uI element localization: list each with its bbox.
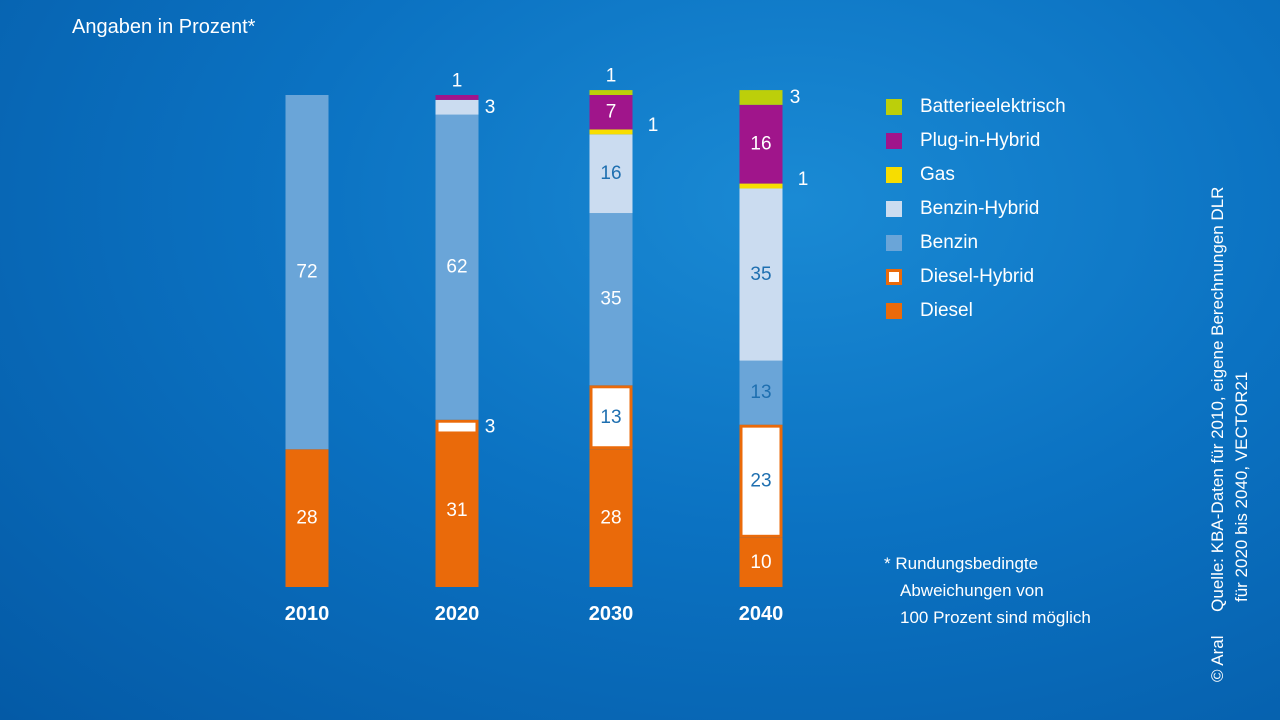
legend-item-batterieelektrisch: Batterieelektrisch: [886, 90, 1066, 124]
legend-item-diesel: Diesel: [886, 294, 1066, 328]
data-label: 31: [446, 500, 467, 521]
data-label: 3: [790, 87, 801, 108]
legend-swatch: [886, 133, 902, 149]
bar-segment: [435, 434, 479, 587]
bar-segment: [589, 449, 633, 587]
source-line-2: für 2020 bis 2040, VECTOR21: [1232, 371, 1251, 602]
legend-item-benzin: Benzin: [886, 226, 1066, 260]
data-label: 10: [750, 552, 771, 573]
bar-segment: [739, 90, 783, 105]
data-label: 1: [798, 169, 809, 190]
data-label: 35: [600, 289, 621, 310]
footnote-line: 100 Prozent sind möglich: [900, 608, 1091, 627]
chart-subtitle: Angaben in Prozent*: [72, 16, 256, 38]
data-label: 13: [750, 382, 771, 403]
legend-item-plug-in-hybrid: Plug-in-Hybrid: [886, 124, 1066, 158]
legend-label: Diesel-Hybrid: [920, 266, 1035, 287]
bar-segment: [739, 183, 783, 189]
data-label: 3: [485, 417, 496, 438]
bar-segment: [285, 95, 329, 450]
bar-segment: [739, 424, 783, 538]
legend-swatch: [886, 201, 902, 217]
legend: Batterieelektrisch Plug-in-Hybrid Gas Be…: [886, 90, 1066, 328]
data-label: 7: [606, 102, 617, 123]
legend-label: Batterieelektrisch: [920, 96, 1066, 117]
legend-label: Plug-in-Hybrid: [920, 130, 1041, 151]
data-label: 35: [750, 264, 771, 285]
bar-segment: [589, 385, 633, 450]
legend-label: Benzin-Hybrid: [920, 198, 1040, 219]
data-label: 13: [600, 407, 621, 428]
legend-swatch: [886, 303, 902, 319]
footnote-line: * Rundungsbedingte: [884, 554, 1039, 573]
legend-label: Gas: [920, 164, 955, 185]
legend-item-gas: Gas: [886, 158, 1066, 192]
legend-label: Benzin: [920, 232, 979, 253]
data-label: 3: [485, 97, 496, 118]
bar-segment: [435, 114, 479, 420]
legend-swatch: [886, 269, 902, 285]
x-tick-label: 2010: [285, 603, 330, 625]
data-label: 62: [446, 257, 467, 278]
legend-swatch: [886, 167, 902, 183]
bar-segment: [589, 90, 633, 95]
bar-segment: [589, 95, 633, 130]
data-label: 1: [648, 115, 659, 136]
data-label: 16: [600, 163, 621, 184]
legend-item-benzin-hybrid: Benzin-Hybrid: [886, 192, 1066, 226]
source-text: Quelle: KBA-Daten für 2010, eigene Berec…: [1208, 186, 1227, 612]
bar-segment: [435, 99, 479, 115]
bar-segment: [739, 537, 783, 587]
legend-label: Diesel: [920, 300, 973, 321]
data-label: 28: [296, 508, 317, 529]
bar-segment: [589, 129, 633, 135]
x-tick-label: 2040: [739, 603, 784, 625]
bar-segment: [435, 95, 479, 100]
legend-swatch: [886, 99, 902, 115]
x-tick-label: 2020: [435, 603, 480, 625]
data-label: 28: [600, 508, 621, 529]
legend-item-diesel-hybrid: Diesel-Hybrid: [886, 260, 1066, 294]
footnote: * Rundungsbedingte Abweichungen von 100 …: [884, 550, 1091, 631]
copyright: © Aral: [1208, 635, 1227, 682]
source-line-1: © Aral Quelle: KBA-Daten für 2010, eigen…: [1206, 187, 1230, 682]
bar-segment: [739, 188, 783, 361]
bar-segment: [285, 449, 329, 587]
source-note: © Aral Quelle: KBA-Daten für 2010, eigen…: [1206, 187, 1254, 682]
footnote-line: Abweichungen von: [900, 581, 1044, 600]
legend-swatch: [886, 235, 902, 251]
data-label: 23: [750, 471, 771, 492]
data-label: 72: [296, 262, 317, 283]
data-label: 16: [750, 134, 771, 155]
data-label: 1: [452, 71, 463, 92]
x-tick-label: 2030: [589, 603, 634, 625]
data-label: 1: [606, 66, 617, 87]
bar-segment: [589, 213, 633, 386]
bar-segment: [739, 104, 783, 184]
bar-segment: [435, 419, 479, 435]
bar-segment: [589, 134, 633, 214]
bar-segment: [739, 360, 783, 425]
